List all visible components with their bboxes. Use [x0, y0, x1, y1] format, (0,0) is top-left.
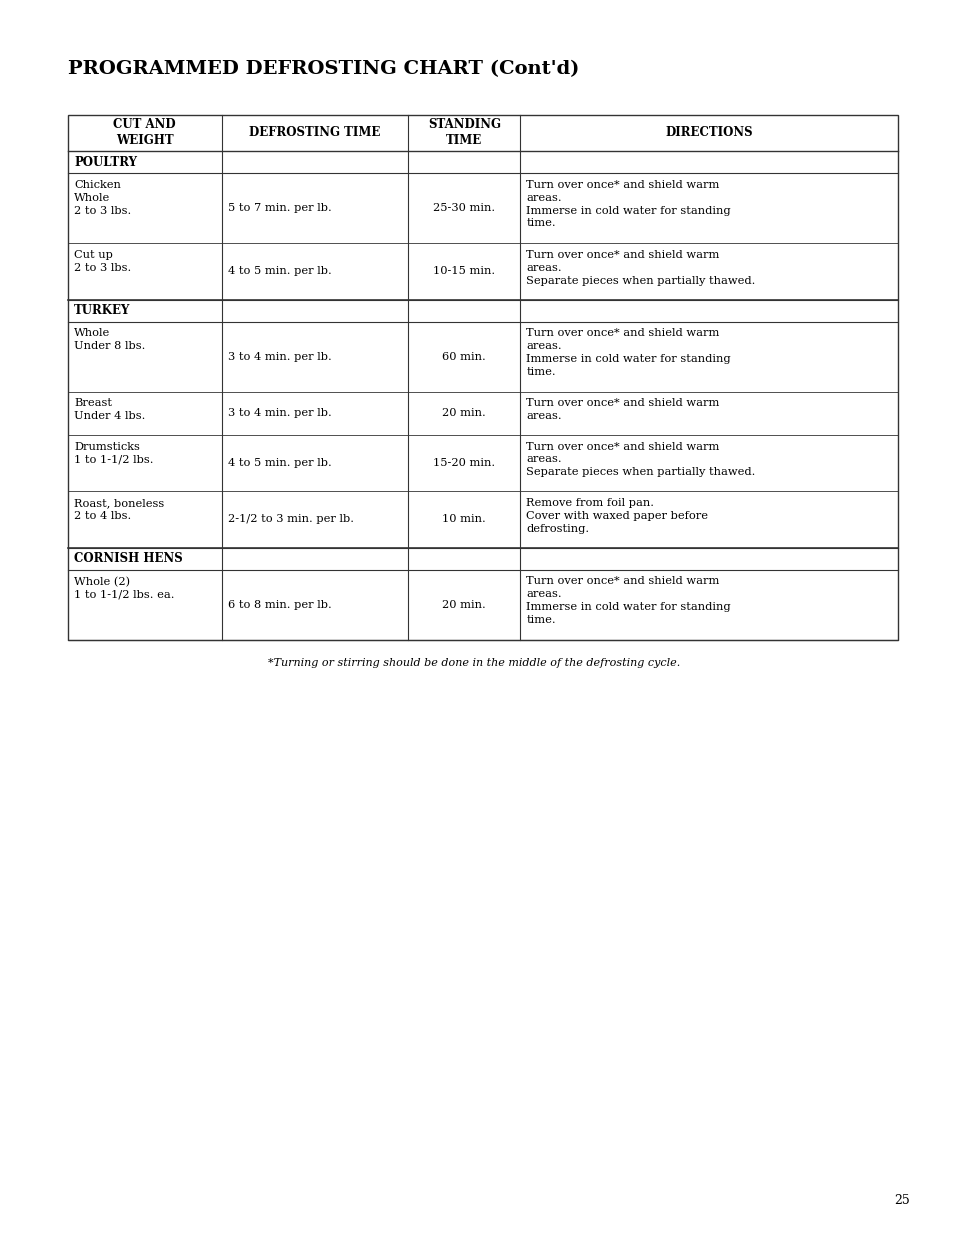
Text: Turn over once* and shield warm
areas.
Immerse in cold water for standing
time.: Turn over once* and shield warm areas. I… [526, 180, 730, 228]
Text: POULTRY: POULTRY [74, 156, 137, 168]
Text: Turn over once* and shield warm
areas.: Turn over once* and shield warm areas. [526, 399, 719, 421]
Text: DEFROSTING TIME: DEFROSTING TIME [249, 126, 380, 140]
Text: 3 to 4 min. per lb.: 3 to 4 min. per lb. [228, 408, 331, 417]
Text: 10-15 min.: 10-15 min. [433, 267, 495, 277]
Text: Remove from foil pan.
Cover with waxed paper before
defrosting.: Remove from foil pan. Cover with waxed p… [526, 498, 708, 534]
Text: Drumsticks
1 to 1-1/2 lbs.: Drumsticks 1 to 1-1/2 lbs. [74, 441, 153, 464]
Text: 4 to 5 min. per lb.: 4 to 5 min. per lb. [228, 458, 331, 468]
Text: Whole (2)
1 to 1-1/2 lbs. ea.: Whole (2) 1 to 1-1/2 lbs. ea. [74, 577, 174, 600]
Text: 10 min.: 10 min. [442, 514, 486, 524]
Text: Chicken
Whole
2 to 3 lbs.: Chicken Whole 2 to 3 lbs. [74, 180, 132, 216]
Text: STANDING
TIME: STANDING TIME [427, 119, 500, 147]
Bar [68, 115, 897, 640]
Text: DIRECTIONS: DIRECTIONS [664, 126, 752, 140]
Text: PROGRAMMED DEFROSTING CHART (Cont'd): PROGRAMMED DEFROSTING CHART (Cont'd) [68, 61, 578, 78]
Text: Breast
Under 4 lbs.: Breast Under 4 lbs. [74, 399, 145, 421]
Text: 5 to 7 min. per lb.: 5 to 7 min. per lb. [228, 203, 331, 212]
Text: Whole
Under 8 lbs.: Whole Under 8 lbs. [74, 329, 145, 351]
Text: 25-30 min.: 25-30 min. [433, 203, 495, 212]
Text: 20 min.: 20 min. [442, 599, 486, 610]
Text: Turn over once* and shield warm
areas.
Immerse in cold water for standing
time.: Turn over once* and shield warm areas. I… [526, 329, 730, 377]
Text: 6 to 8 min. per lb.: 6 to 8 min. per lb. [228, 599, 331, 610]
Text: 2-1/2 to 3 min. per lb.: 2-1/2 to 3 min. per lb. [228, 514, 354, 524]
Text: TURKEY: TURKEY [74, 304, 131, 317]
Text: 3 to 4 min. per lb.: 3 to 4 min. per lb. [228, 352, 331, 362]
Text: 25: 25 [893, 1194, 909, 1207]
Text: 15-20 min.: 15-20 min. [433, 458, 495, 468]
Text: *Turning or stirring should be done in the middle of the defrosting cycle.: *Turning or stirring should be done in t… [268, 657, 679, 667]
Text: Roast, boneless
2 to 4 lbs.: Roast, boneless 2 to 4 lbs. [74, 498, 164, 521]
Text: 4 to 5 min. per lb.: 4 to 5 min. per lb. [228, 267, 331, 277]
Text: CUT AND
WEIGHT: CUT AND WEIGHT [113, 119, 176, 147]
Text: Turn over once* and shield warm
areas.
Separate pieces when partially thawed.: Turn over once* and shield warm areas. S… [526, 441, 755, 477]
Text: Turn over once* and shield warm
areas.
Immerse in cold water for standing
time.: Turn over once* and shield warm areas. I… [526, 577, 730, 625]
Text: 60 min.: 60 min. [442, 352, 486, 362]
Text: Cut up
2 to 3 lbs.: Cut up 2 to 3 lbs. [74, 249, 132, 273]
Text: CORNISH HENS: CORNISH HENS [74, 552, 183, 564]
Text: 20 min.: 20 min. [442, 408, 486, 417]
Text: Turn over once* and shield warm
areas.
Separate pieces when partially thawed.: Turn over once* and shield warm areas. S… [526, 249, 755, 285]
